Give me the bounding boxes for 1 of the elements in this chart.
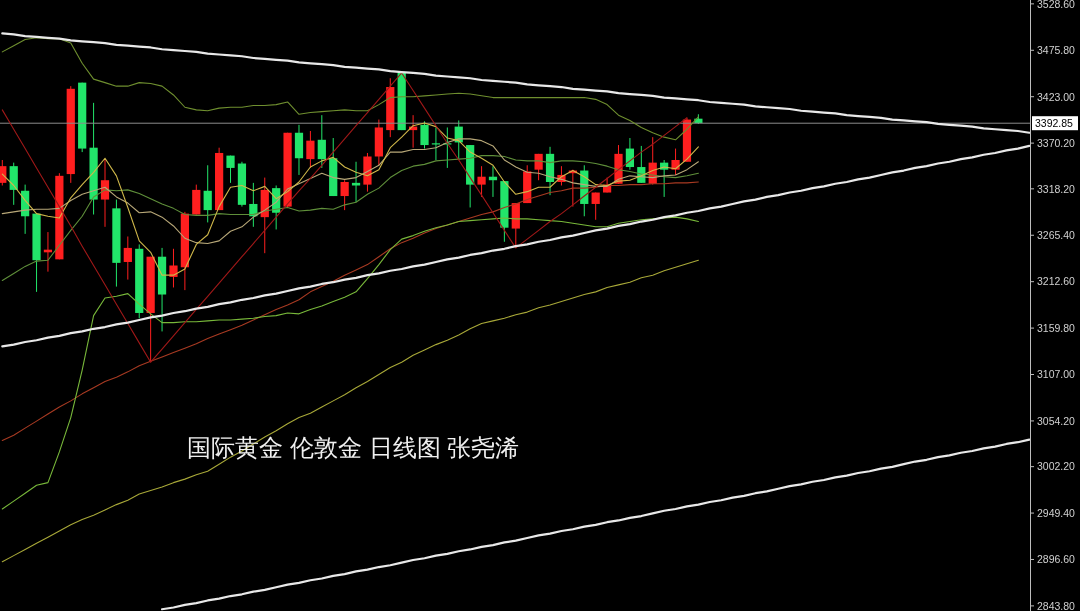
ref-line-label: 3392.85 — [1035, 117, 1074, 130]
